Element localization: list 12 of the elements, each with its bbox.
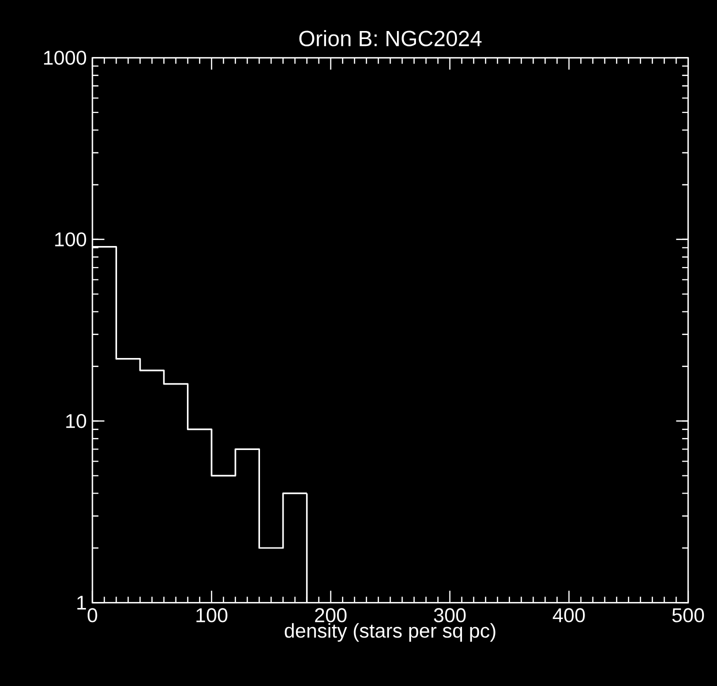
x-tick-label: 300	[434, 608, 466, 622]
x-tick-label: 400	[552, 608, 585, 622]
x-tick-label: 100	[196, 608, 228, 622]
x-axis-title: density (stars per sq pc)	[284, 622, 496, 642]
y-tick-label: 1	[77, 596, 86, 610]
chart-title: Orion B: NGC2024	[299, 30, 482, 46]
y-tick-label: 100	[55, 232, 86, 246]
y-tick-label: 10	[66, 414, 86, 428]
y-tick-label: 1000	[44, 50, 86, 65]
x-tick-label: 0	[88, 608, 98, 622]
x-tick-label: 200	[315, 608, 347, 622]
x-tick-label: 500	[672, 608, 704, 622]
